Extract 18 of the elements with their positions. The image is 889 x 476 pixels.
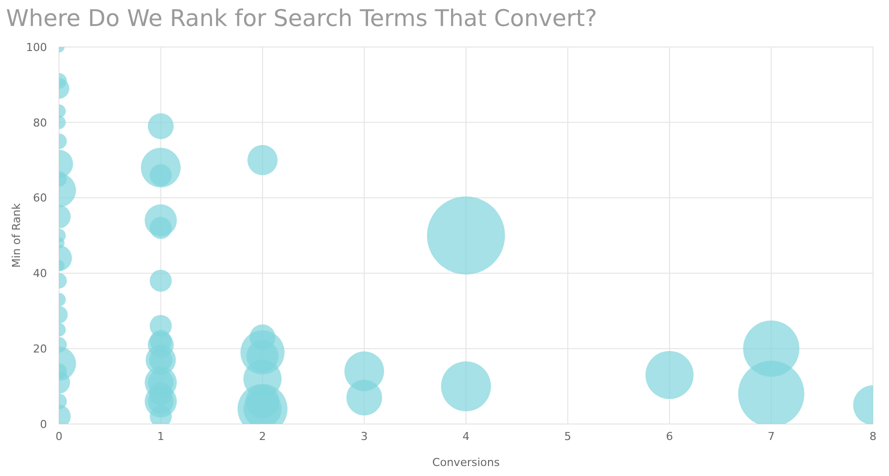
x-tick-label: 4 [462,430,470,443]
chart-title: Where Do We Rank for Search Terms That Convert? [6,6,598,32]
y-tick-label: 0 [40,418,47,431]
x-tick-label: 2 [259,430,266,443]
x-tick-label: 5 [564,430,572,443]
y-axis-title: Min of Rank [10,202,23,268]
x-tick-label: 6 [666,430,673,443]
y-tick-label: 20 [33,342,47,356]
x-tick-label: 7 [768,430,775,443]
y-tick-label: 100 [26,40,47,54]
x-tick-label: 0 [56,430,62,443]
y-tick-label: 40 [33,267,47,280]
x-tick-label: 1 [157,430,164,443]
x-axis-title: Conversions [432,456,500,469]
x-tick-label: 3 [360,430,368,443]
y-tick-label: 80 [33,116,47,130]
x-tick-label: 8 [870,430,876,443]
y-tick-label: 60 [33,192,47,205]
